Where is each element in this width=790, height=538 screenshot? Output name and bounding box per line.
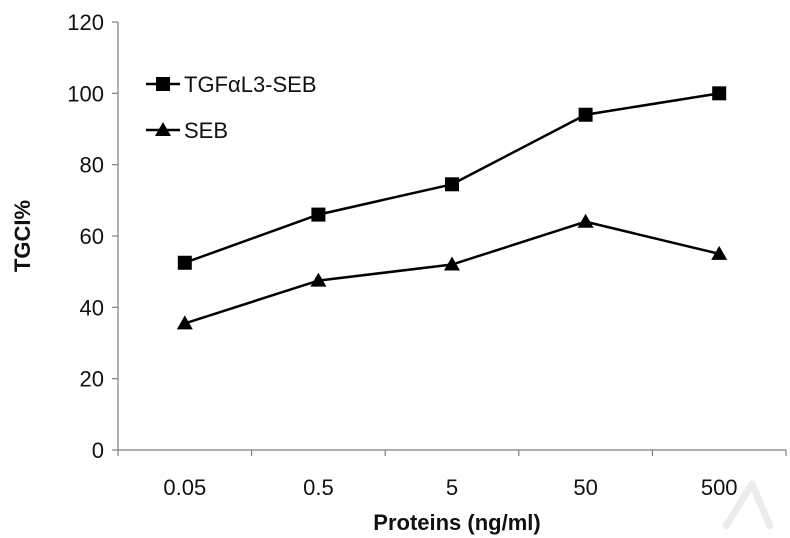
data-point-square [578, 107, 593, 122]
data-point-triangle [310, 272, 327, 287]
series-1 [177, 86, 727, 270]
y-tick-label: 120 [67, 10, 104, 35]
series-2 [176, 213, 728, 330]
data-point-triangle [711, 245, 728, 260]
series-layer [176, 86, 728, 330]
y-tick-label: 20 [80, 367, 104, 392]
series-line [184, 220, 720, 325]
data-point-triangle [444, 256, 460, 271]
legend-label: SEB [184, 118, 228, 143]
y-tick-label: 60 [80, 224, 104, 249]
data-point-square [177, 255, 192, 270]
legend-item-1: TGFαL3-SEB [146, 72, 317, 97]
y-tick-label: 40 [80, 295, 104, 320]
x-tick-label: 500 [701, 475, 738, 500]
y-tick-label: 100 [67, 81, 104, 106]
x-axis-title: Proteins (ng/ml) [373, 510, 540, 535]
y-tick-label: 0 [92, 438, 104, 463]
x-tick-label: 0.5 [303, 475, 334, 500]
y-axis-title: TGCI% [10, 200, 35, 272]
data-point-triangle [176, 315, 193, 330]
y-tick-label: 80 [80, 153, 104, 178]
legend: TGFαL3-SEB SEB [146, 72, 317, 143]
data-point-square [445, 177, 459, 192]
watermark-mark [722, 480, 774, 530]
data-point-triangle [577, 213, 594, 228]
legend-label: TGFαL3-SEB [184, 72, 317, 97]
data-point-square [712, 86, 727, 101]
x-tick-label: 5 [446, 475, 458, 500]
data-point-square [311, 207, 326, 222]
x-tick-label: 50 [573, 475, 597, 500]
y-axis: 0 20 40 60 80 100 120 [67, 10, 119, 463]
legend-swatch-marker [155, 122, 171, 136]
legend-item-2: SEB [146, 118, 228, 143]
x-tick-label: 0.05 [163, 475, 206, 500]
legend-swatch-marker [156, 77, 170, 91]
x-axis: 0.05 0.5 5 50 500 [117, 449, 787, 500]
